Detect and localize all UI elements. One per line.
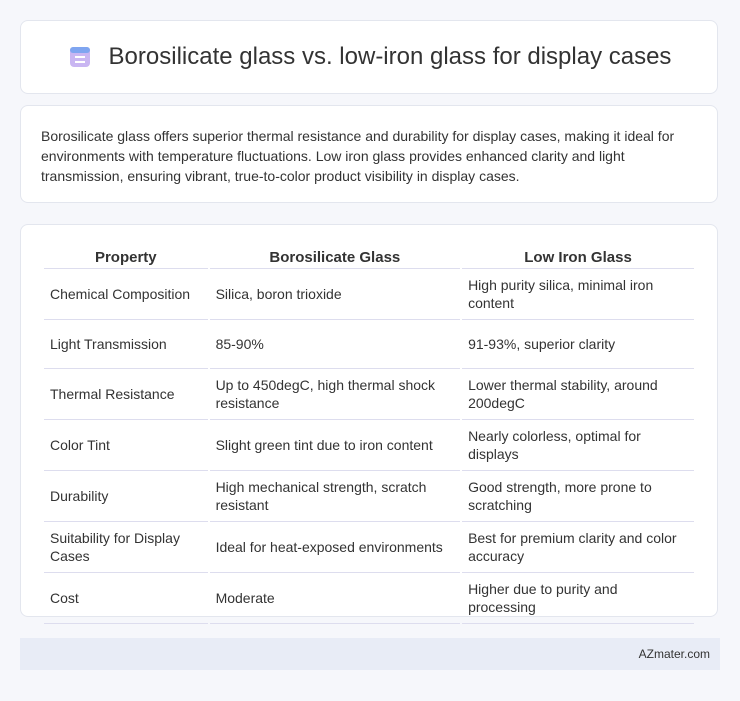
row: Durability High mechanical strength, scra… [44, 471, 694, 522]
cell: Ideal for heat-exposed environments [209, 522, 461, 573]
cell: Suitability for Display Cases [44, 522, 208, 573]
table-card: Property Borosilicate Glass Low Iron Glass… [20, 224, 718, 624]
row: Thermal Resistance Up to 450degC, high th… [44, 369, 694, 420]
header: Borosilicate glass vs. low-iron glass fo… [20, 20, 718, 94]
column-header: Low Iron Glass [462, 245, 694, 269]
column-header: Property [44, 245, 208, 269]
cell: Slight green tint due to iron content [209, 420, 461, 471]
cell: Moderate [209, 573, 461, 624]
cell: Best for premium clarity and color accur… [462, 522, 694, 573]
cell: Color Tint [44, 420, 208, 471]
cell: Nearly colorless, optimal for displays [462, 420, 694, 471]
row: Cost Moderate Higher due to purity and pro… [44, 573, 694, 624]
cell: Light Transmission [44, 320, 208, 369]
cell: Lower thermal stability, around 200degC [462, 369, 694, 420]
cell: Thermal Resistance [44, 369, 208, 420]
row: Chemical Composition Silica, boron trioxi… [44, 269, 694, 320]
table: Property Borosilicate Glass Low Iron Glass… [42, 245, 696, 624]
cell: High mechanical strength, scratch resist… [209, 471, 461, 522]
footer: AZmater.com [20, 638, 720, 670]
row: Color Tint Slight green tint due to iron … [44, 420, 694, 471]
title: Borosilicate glass vs. low-iron glass fo… [108, 43, 672, 70]
row: Light Transmission 85-90% 91-93%, superior… [44, 320, 694, 369]
cell: Cost [44, 573, 208, 624]
cell: 85-90% [209, 320, 461, 369]
cell: Durability [44, 471, 208, 522]
cell: Good strength, more prone to scratching [462, 471, 694, 522]
cell: Up to 450degC, high thermal shock resist… [209, 369, 461, 420]
intro: Borosilicate glass offers superior therm… [20, 105, 718, 203]
icon [69, 47, 90, 67]
cell: Silica, boron trioxide [209, 269, 461, 320]
cell: Chemical Composition [44, 269, 208, 320]
column-header: Borosilicate Glass [209, 245, 461, 269]
cell: High purity silica, minimal iron content [462, 269, 694, 320]
row: Suitability for Display Cases Ideal for h… [44, 522, 694, 573]
cell: 91-93%, superior clarity [462, 320, 694, 369]
cell: Higher due to purity and processing [462, 573, 694, 624]
